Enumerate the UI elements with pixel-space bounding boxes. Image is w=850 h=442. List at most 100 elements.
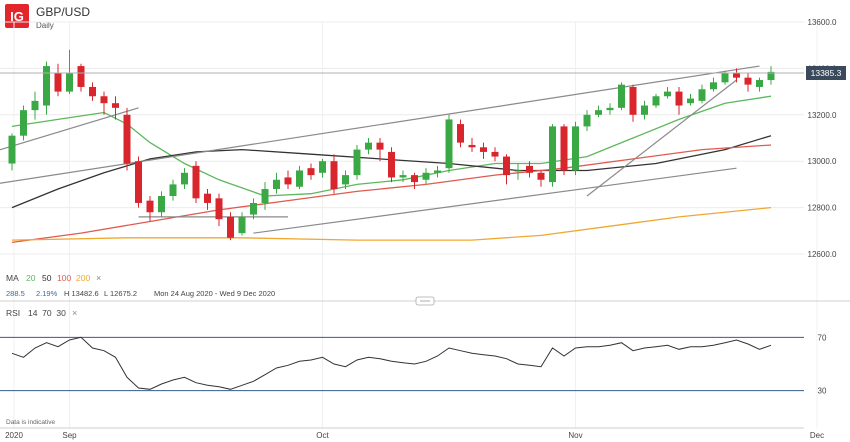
candle — [629, 84, 637, 122]
candle-body-down — [675, 91, 683, 106]
candle-body-up — [158, 196, 165, 213]
time-axis-ticks: 2020 Sep Oct Nov Dec — [5, 431, 824, 440]
candle-body-down — [215, 198, 223, 220]
candle-body-up — [169, 184, 177, 196]
candle — [733, 68, 740, 83]
candle-body-up — [445, 119, 453, 169]
time-tick-label: Dec — [810, 431, 824, 440]
trend-line — [586, 79, 737, 197]
candle-body-up — [238, 216, 246, 234]
time-tick-label: Oct — [316, 431, 329, 440]
candle — [181, 168, 188, 190]
candle — [526, 161, 533, 178]
candle — [641, 100, 648, 120]
ma-line-50 — [11, 135, 772, 209]
candle-body-down — [135, 161, 142, 203]
candle-body-up — [365, 142, 372, 150]
candle-body-down — [100, 96, 108, 104]
time-tick-label: 2020 — [5, 431, 23, 440]
candle — [491, 147, 499, 162]
candle-body-down — [388, 151, 395, 178]
candle-body-down — [146, 200, 154, 213]
ma-legend-prefix: MA — [6, 273, 19, 283]
candle-body-down — [123, 114, 131, 164]
timeframe-label: Daily — [36, 21, 54, 30]
candle-body-down — [77, 66, 85, 87]
stat-low: L 12675.2 — [104, 289, 137, 298]
candle-body-up — [399, 175, 407, 178]
candle-body-down — [503, 156, 510, 176]
candle — [284, 170, 292, 190]
candle — [54, 63, 62, 97]
candle — [123, 107, 131, 171]
ma-legend-50: 50 — [42, 273, 52, 283]
candle — [296, 165, 303, 190]
time-tick-label: Nov — [568, 431, 582, 440]
price-tick-label: 12600.0 — [808, 250, 837, 259]
ma-legend-20: 20 — [26, 273, 36, 283]
candle — [537, 170, 545, 187]
candle — [560, 124, 568, 176]
price-tick-label: 13600.0 — [808, 18, 837, 27]
ig-logo-text: IG — [10, 9, 24, 24]
ig-logo: IG — [5, 4, 29, 28]
candle-body-up — [319, 161, 326, 173]
candle — [618, 82, 625, 111]
candle — [238, 212, 246, 236]
candle-body-down — [457, 124, 464, 143]
candle-body-up — [572, 126, 579, 171]
candle-body-down — [560, 126, 568, 171]
candle — [89, 82, 96, 101]
candle-body-up — [353, 149, 361, 176]
rsi-pane: 70 30 — [0, 333, 827, 396]
candle — [767, 66, 775, 85]
candle — [31, 91, 39, 120]
candle-body-down — [733, 73, 740, 78]
stat-high: H 13482.6 — [64, 289, 99, 298]
candle-body-up — [710, 82, 717, 90]
candle — [169, 179, 177, 201]
candle-body-down — [376, 142, 384, 150]
candle — [135, 156, 142, 208]
ma-line-200 — [11, 206, 772, 241]
candle — [250, 198, 257, 220]
candle — [8, 133, 16, 171]
candle — [652, 93, 660, 108]
candle — [411, 172, 418, 190]
candle — [434, 165, 441, 178]
candle — [457, 119, 464, 148]
candle — [319, 158, 326, 178]
candle-body-down — [411, 175, 418, 183]
candle — [744, 73, 752, 92]
ma-legend-close-icon[interactable]: × — [96, 273, 101, 283]
candle — [595, 105, 602, 118]
candle — [43, 61, 50, 115]
candle-body-up — [181, 172, 188, 185]
candle-body-up — [721, 73, 729, 83]
candle — [112, 96, 119, 120]
candle — [192, 161, 200, 203]
price-tick-label: 13200.0 — [808, 111, 837, 120]
candle-body-down — [526, 165, 533, 173]
stat-range: Mon 24 Aug 2020 - Wed 9 Dec 2020 — [154, 289, 275, 298]
candle — [606, 103, 614, 115]
candle-body-down — [54, 73, 62, 92]
candle-body-down — [192, 165, 200, 199]
price-grid — [0, 21, 818, 428]
price-tick-label: 13000.0 — [808, 157, 837, 166]
candle — [468, 138, 476, 152]
candle — [307, 163, 315, 180]
candle — [66, 49, 73, 94]
ma-legend-100: 100 — [57, 273, 71, 283]
candle-body-up — [296, 170, 303, 187]
price-tag-box — [806, 66, 846, 80]
stat-percent: 2.19% — [36, 289, 58, 298]
candle — [445, 114, 453, 173]
rsi-params: 14 70 30 — [28, 308, 66, 318]
candle-body-up — [261, 189, 269, 203]
candle-body-up — [664, 91, 671, 97]
candle-body-up — [583, 114, 591, 127]
candle — [664, 86, 671, 99]
candle — [756, 77, 763, 92]
rsi-close-icon[interactable]: × — [72, 308, 77, 318]
